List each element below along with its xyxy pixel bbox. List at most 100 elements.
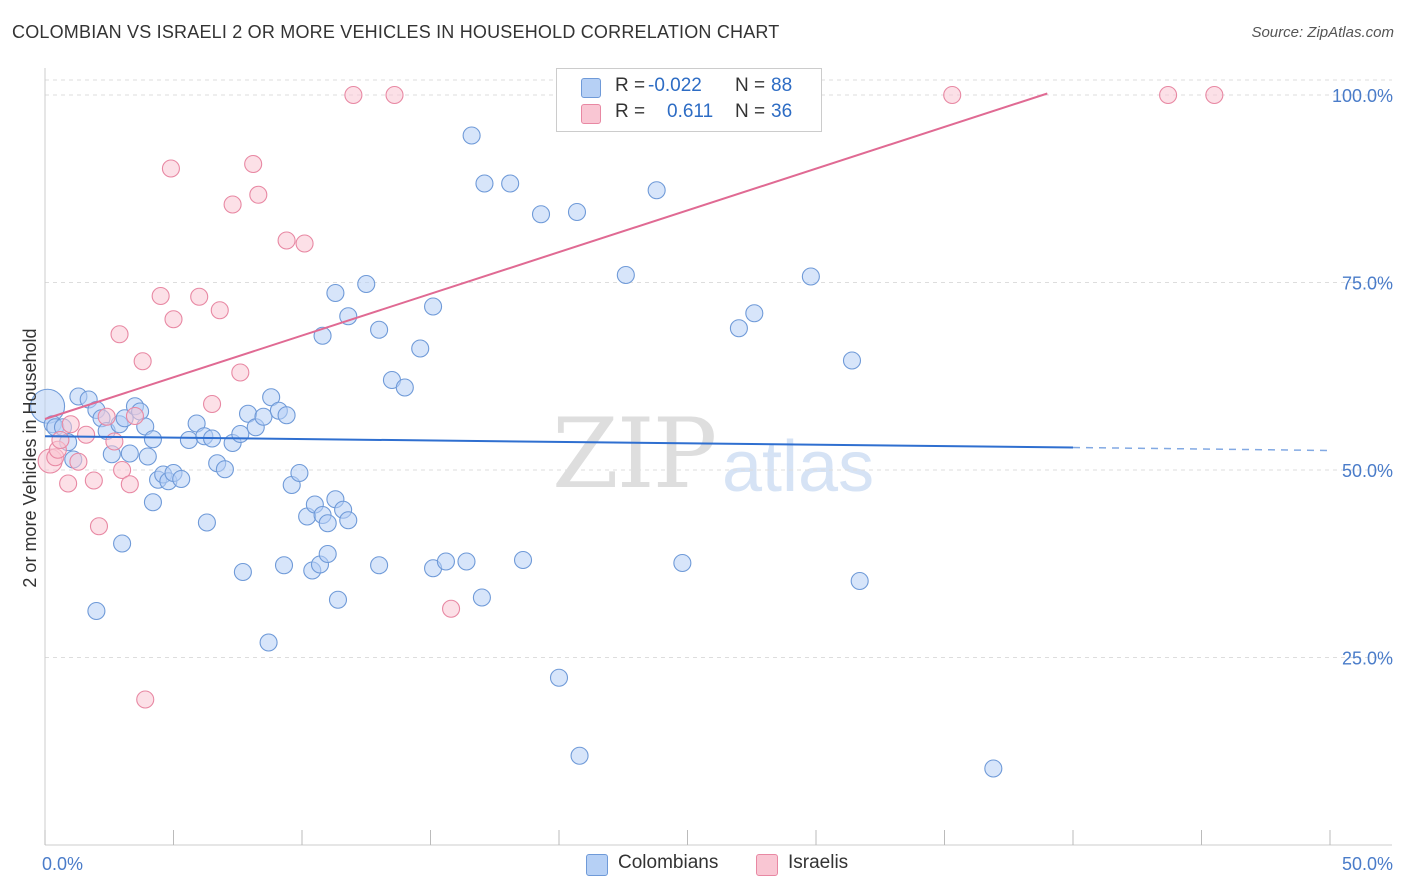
colombian-point xyxy=(531,205,551,224)
israeli-point xyxy=(125,406,144,426)
colombian-point xyxy=(326,283,345,303)
colombians-label: Colombians xyxy=(618,852,719,873)
israeli-point xyxy=(210,301,229,320)
colombian-point xyxy=(274,556,294,575)
colombian-point xyxy=(328,590,348,609)
colombian-point xyxy=(570,746,589,765)
colombian-point xyxy=(984,759,1003,778)
legend-r-value: -0.022 xyxy=(648,75,702,96)
colombians-swatch xyxy=(586,854,608,876)
israeli-point xyxy=(136,690,155,709)
colombian-point xyxy=(673,553,692,573)
israeli-point xyxy=(223,195,242,214)
y-tick-label: 25.0% xyxy=(1342,649,1393,669)
colombian-point xyxy=(745,304,764,323)
israeli-point xyxy=(249,185,268,204)
legend-n-label: N = xyxy=(735,101,766,122)
colombian-trend-extension xyxy=(1072,446,1331,452)
colombian-point xyxy=(215,460,234,479)
israeli-point xyxy=(97,407,116,426)
colombian-point xyxy=(462,126,481,145)
data-points xyxy=(30,85,1224,778)
israeli-point xyxy=(277,231,296,250)
israeli-point xyxy=(344,85,363,105)
colombian-point xyxy=(647,181,666,200)
colombian-point xyxy=(513,550,533,570)
israeli-point xyxy=(84,471,103,490)
colombian-point xyxy=(262,388,281,407)
colombian-point xyxy=(370,320,389,339)
israeli-point xyxy=(385,85,404,105)
x-tick-label: 50.0% xyxy=(1342,854,1393,874)
colombian-point xyxy=(318,544,337,564)
legend-r-label: R = xyxy=(615,75,646,96)
watermark-atlas: atlas xyxy=(722,427,875,507)
colombian-point xyxy=(138,447,157,466)
trend-lines xyxy=(44,92,1331,452)
israeli-point xyxy=(113,460,132,480)
colombian-point xyxy=(357,274,376,294)
colombian-point xyxy=(411,339,430,358)
colombian-point xyxy=(549,668,569,687)
colombian-point xyxy=(567,202,587,222)
legend-swatch-blue xyxy=(581,78,601,98)
colombian-point xyxy=(143,430,162,449)
colombian-point xyxy=(254,407,273,426)
colombian-trend-line xyxy=(44,435,1074,449)
israeli-point xyxy=(77,425,96,444)
israelis-label: Israelis xyxy=(788,852,849,873)
correlation-legend: R = -0.022 N = 88 R = 0.611 N = 36 xyxy=(556,68,822,132)
colombian-point xyxy=(277,406,296,425)
israeli-point xyxy=(69,452,88,471)
colombian-point xyxy=(475,174,494,193)
colombian-point xyxy=(501,174,520,193)
legend-swatch-pink xyxy=(581,104,601,124)
y-tick-label: 50.0% xyxy=(1342,461,1393,481)
colombian-point xyxy=(87,601,106,621)
colombian-point xyxy=(395,378,414,397)
israeli-point xyxy=(51,430,70,450)
israeli-point xyxy=(244,154,263,174)
colombian-point xyxy=(472,588,491,607)
source-label: Source: ZipAtlas.com xyxy=(1251,24,1394,41)
israeli-point xyxy=(61,415,80,434)
israeli-point xyxy=(943,85,962,105)
israeli-point xyxy=(89,517,109,536)
colombian-point xyxy=(339,307,358,326)
y-tick-label: 75.0% xyxy=(1342,274,1393,294)
israeli-point xyxy=(151,286,170,306)
colombian-point xyxy=(290,463,309,483)
chart-title: COLOMBIAN VS ISRAELI 2 OR MORE VEHICLES … xyxy=(12,22,780,42)
colombian-point xyxy=(370,556,389,575)
colombian-point xyxy=(457,552,476,571)
axes xyxy=(44,68,1392,846)
legend-n-value: 88 xyxy=(771,75,793,96)
colombian-point xyxy=(424,297,443,316)
israeli-point xyxy=(1205,85,1224,105)
israeli-point xyxy=(110,325,129,344)
israeli-point xyxy=(164,310,183,329)
israeli-point xyxy=(1159,85,1178,105)
legend-r-value: 0.611 xyxy=(667,101,714,122)
x-tick-label: 0.0% xyxy=(42,854,83,874)
colombian-point xyxy=(120,444,139,463)
colombian-point xyxy=(850,571,869,591)
colombian-point xyxy=(339,511,358,530)
israeli-point xyxy=(105,432,124,451)
israeli-point xyxy=(231,363,250,382)
legend-n-value: 36 xyxy=(771,101,793,122)
colombian-point xyxy=(233,562,252,582)
colombian-point xyxy=(318,514,337,533)
israeli-point xyxy=(59,474,78,493)
israeli-point xyxy=(203,394,222,414)
israeli-point xyxy=(133,352,152,371)
colombian-point xyxy=(801,267,820,286)
israeli-point xyxy=(295,234,314,253)
israeli-point xyxy=(190,287,209,306)
colombian-point xyxy=(842,351,862,370)
israeli-point xyxy=(161,159,180,178)
israeli-trend-line xyxy=(44,92,1048,420)
colombian-point xyxy=(616,265,635,285)
colombian-point xyxy=(313,326,332,345)
